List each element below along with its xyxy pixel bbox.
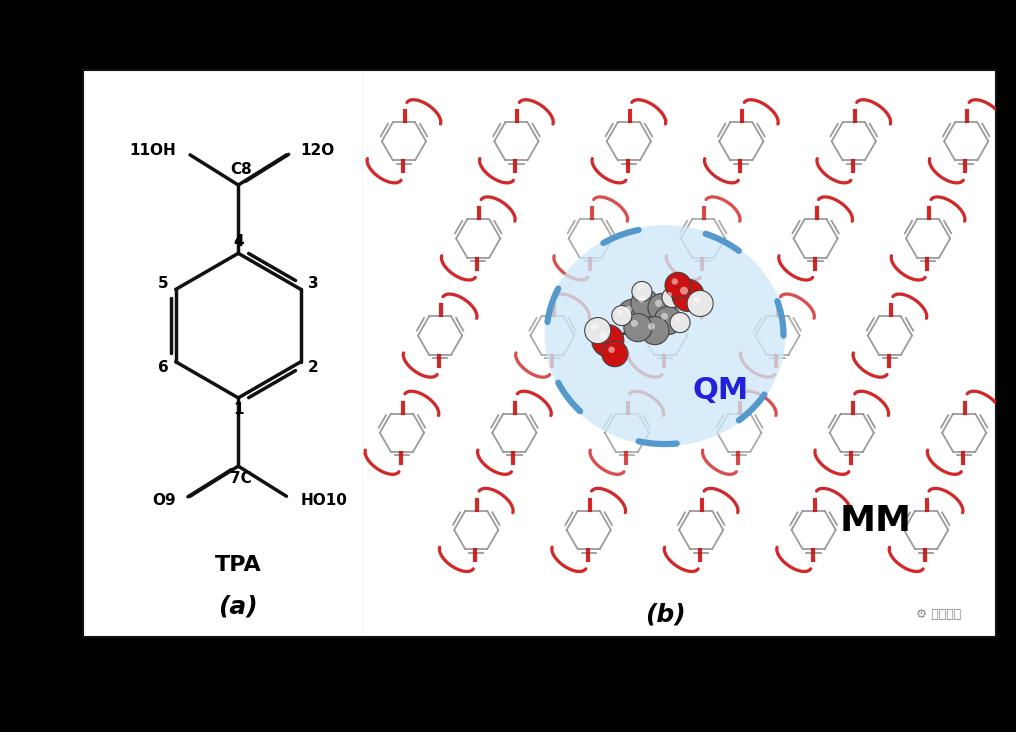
Circle shape [591,324,624,356]
Text: (a): (a) [218,594,258,619]
Circle shape [655,300,662,307]
Text: 7C: 7C [231,471,252,486]
Circle shape [672,280,704,312]
Circle shape [624,313,652,342]
Circle shape [672,278,678,285]
Ellipse shape [545,225,785,446]
Text: TPA: TPA [215,555,262,575]
Circle shape [665,272,691,299]
Circle shape [601,340,628,367]
Text: 11OH: 11OH [129,143,176,158]
Circle shape [694,296,700,303]
Circle shape [599,332,608,340]
Circle shape [670,313,690,332]
Circle shape [609,346,615,353]
Text: (b): (b) [645,602,686,627]
Circle shape [591,324,597,330]
Circle shape [632,281,652,302]
Circle shape [680,287,688,295]
Circle shape [641,316,669,345]
Circle shape [617,310,622,315]
Circle shape [584,318,611,343]
Text: 12O: 12O [301,143,335,158]
Text: O9: O9 [152,493,176,508]
Text: 5: 5 [158,276,169,291]
Text: QM: QM [692,376,749,406]
Text: 1: 1 [233,403,244,417]
Circle shape [618,299,646,328]
Circle shape [612,305,632,326]
Text: 6: 6 [158,360,169,376]
Circle shape [637,286,642,291]
Text: MM: MM [840,504,911,538]
Circle shape [662,288,682,307]
Circle shape [648,294,676,321]
Circle shape [687,291,713,316]
Circle shape [654,307,682,335]
Text: ⚙ 泰科科技: ⚙ 泰科科技 [916,608,961,621]
Circle shape [625,306,632,313]
Text: HO10: HO10 [301,493,347,508]
Circle shape [648,323,655,330]
Circle shape [668,292,672,297]
Text: C8: C8 [231,162,252,177]
Text: 2: 2 [308,360,318,376]
Text: 3: 3 [308,276,318,291]
Circle shape [661,313,668,320]
Circle shape [631,320,638,327]
Text: 4: 4 [233,234,244,249]
Circle shape [631,289,659,318]
Circle shape [675,317,680,322]
Circle shape [638,296,645,303]
